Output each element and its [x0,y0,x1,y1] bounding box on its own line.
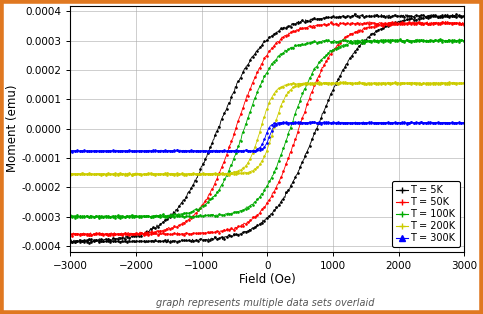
Y-axis label: Moment (emu): Moment (emu) [6,85,18,172]
T = 5K [255,224,261,227]
T = 200K [454,81,459,85]
X-axis label: Field (Oe): Field (Oe) [239,273,296,286]
T = 100K [257,194,263,198]
T = 50K [281,167,287,171]
T = 300K [461,121,467,125]
Line: T = 100K: T = 100K [69,38,466,219]
T = 50K [440,19,446,23]
T = 50K [303,108,309,111]
T = 300K [312,120,317,124]
T = 100K [461,38,467,42]
T = 100K [67,214,73,217]
T = 5K [461,14,467,18]
Legend: T = 5K, T = 50K, T = 100K, T = 200K, T = 300K: T = 5K, T = 50K, T = 100K, T = 200K, T =… [392,181,459,247]
Line: T = 200K: T = 200K [69,81,466,176]
T = 300K [255,149,261,152]
T = 100K [391,39,397,42]
T = 300K [454,121,459,125]
T = 50K [454,22,459,25]
Line: T = 5K: T = 5K [69,13,466,245]
T = 5K [281,195,287,198]
T = 300K [205,150,211,154]
T = 50K [391,24,397,28]
T = 50K [461,22,467,26]
T = 200K [67,172,73,176]
T = 50K [70,234,75,237]
T = 100K [281,144,287,148]
T = 200K [392,81,398,84]
T = 100K [303,86,309,90]
T = 300K [67,149,73,153]
Line: T = 50K: T = 50K [69,20,466,237]
T = 5K [303,152,309,155]
T = 5K [257,221,263,225]
T = 100K [255,197,261,201]
Line: T = 300K: T = 300K [69,121,466,153]
T = 100K [454,39,459,43]
T = 300K [303,121,309,125]
T = 200K [303,83,309,87]
T = 200K [199,173,204,177]
T = 5K [391,23,397,27]
T = 5K [86,241,92,245]
T = 50K [67,232,73,236]
T = 300K [257,148,263,151]
T = 5K [67,239,73,243]
T = 50K [255,213,261,216]
T = 50K [257,209,263,213]
T = 5K [450,13,455,16]
T = 200K [255,165,261,168]
T = 300K [392,121,398,124]
T = 200K [281,97,287,100]
T = 5K [454,15,459,19]
T = 100K [437,37,443,41]
T = 200K [356,80,362,84]
T = 200K [257,161,263,165]
T = 200K [461,81,467,85]
T = 100K [96,216,101,220]
Text: graph represents multiple data sets overlaid: graph represents multiple data sets over… [156,298,375,308]
T = 300K [281,121,287,125]
